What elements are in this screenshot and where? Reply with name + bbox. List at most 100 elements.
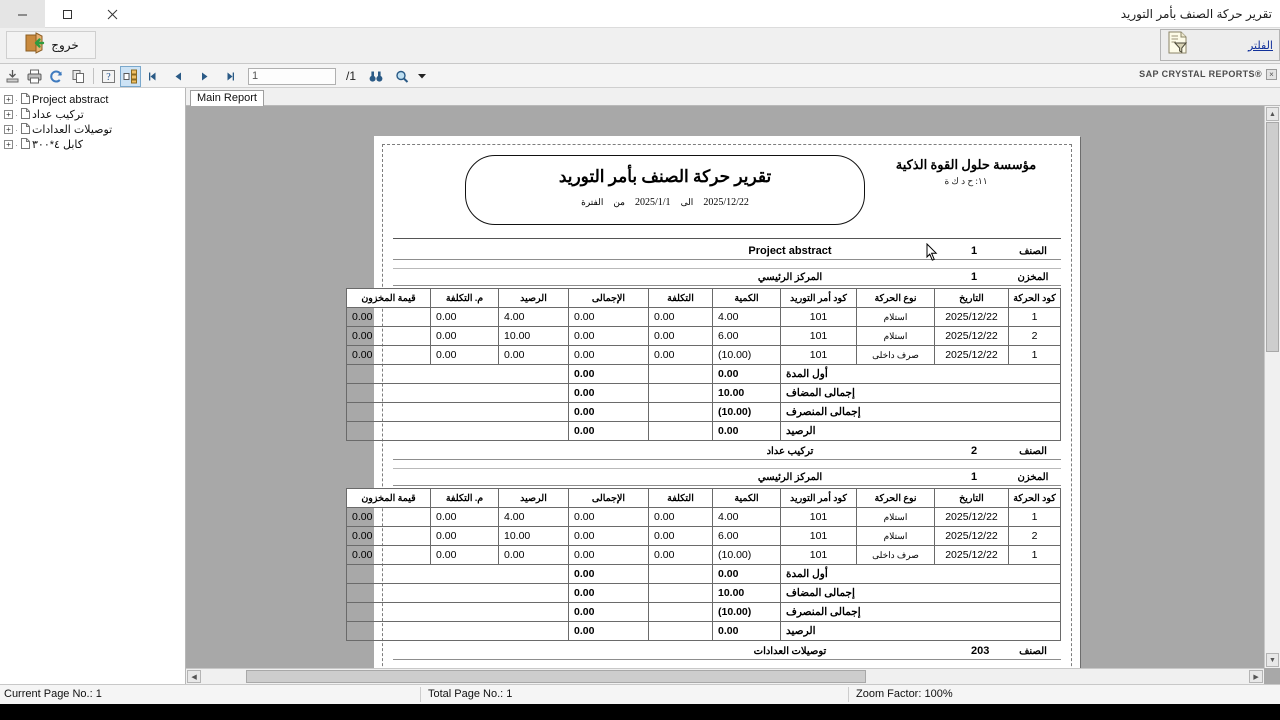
table-row: 1 2025/12/22 استلام 101 4.00 0.00 0.00 4.00 0.00… (346, 307, 1061, 327)
scroll-right-arrow-icon[interactable]: ▶ (1249, 670, 1263, 683)
table-cell: 10.00 (498, 526, 569, 546)
summary-row: الرصيد 0.00 0.00 (346, 421, 1061, 441)
column-header: الإجمالى (568, 288, 649, 308)
table-cell: 2025/12/22 (934, 526, 1009, 546)
tree-connector: · (15, 124, 18, 135)
horizontal-scroll-thumb[interactable] (246, 670, 866, 683)
vertical-scroll-thumb[interactable] (1266, 122, 1279, 352)
group-name: المركز الرئيسي (757, 471, 823, 483)
table-cell: 101 (780, 507, 857, 527)
table-cell: 0.00 (648, 326, 713, 346)
vertical-scrollbar[interactable]: ▲ ▼ (1264, 106, 1280, 668)
group-label: الصنف (1019, 445, 1047, 457)
column-header: كود أمر التوريد (780, 288, 857, 308)
scroll-down-arrow-icon[interactable]: ▼ (1266, 653, 1279, 667)
group-header-row (393, 460, 1061, 469)
next-page-icon[interactable] (192, 66, 216, 86)
summary-value: 0.00 (568, 602, 649, 622)
binoculars-find-icon[interactable] (364, 66, 388, 86)
tree-expander-icon[interactable]: + (4, 140, 13, 149)
zoom-magnifier-icon[interactable] (390, 66, 414, 86)
summary-row: إجمالى المنصرف (10.00) 0.00 (346, 402, 1061, 422)
table-cell: 1 (1008, 545, 1061, 565)
brand-close-icon[interactable]: × (1266, 69, 1277, 80)
table-cell: (10.00) (712, 545, 781, 565)
summary-row: إجمالى المضاف 10.00 0.00 (346, 583, 1061, 603)
scroll-left-arrow-icon[interactable]: ◀ (187, 670, 201, 683)
summary-blank-cell (648, 621, 713, 641)
filter-button-label: الفلتر (1247, 39, 1273, 52)
summary-label: إجمالى المنصرف (780, 402, 1061, 422)
table-row: 1 2025/12/22 صرف داخلى 101 (10.00) 0.00 0.00 0.… (346, 545, 1061, 565)
table-cell: 0.00 (430, 526, 499, 546)
report-viewer-area: Main Report مؤسسة حلول القوة الذكية ١١: … (186, 88, 1280, 684)
previous-page-icon[interactable] (166, 66, 190, 86)
maximize-button[interactable] (45, 0, 90, 28)
export-icon[interactable] (2, 66, 23, 87)
table-cell: 0.00 (346, 307, 431, 327)
summary-blank-cell (648, 602, 713, 622)
summary-blank-cell (346, 364, 569, 384)
chevron-down-icon[interactable] (416, 66, 428, 86)
page-margin-guide: مؤسسة حلول القوة الذكية ١١: ح د ك ة تقري… (346, 144, 1072, 684)
tree-item[interactable]: + · كابل ٤*٣٠٠ (2, 137, 185, 152)
tab-main-report[interactable]: Main Report (190, 90, 264, 106)
report-tabstrip: Main Report (186, 88, 1280, 106)
close-button[interactable] (90, 0, 135, 28)
window-controls (0, 0, 135, 28)
tree-expander-icon[interactable]: + (4, 125, 13, 134)
column-header: قيمة المخزون (346, 488, 431, 508)
table-cell: 0.00 (430, 345, 499, 365)
table-cell: 4.00 (498, 507, 569, 527)
group-header-row: الصنف 2 تركيب عداد (393, 443, 1061, 460)
refresh-icon[interactable] (46, 66, 67, 87)
tree-expander-icon[interactable]: + (4, 95, 13, 104)
column-header: الكمية (712, 288, 781, 308)
svg-text:?: ? (106, 72, 111, 83)
tree-item[interactable]: + · تركيب عداد (2, 107, 185, 122)
filter-button[interactable]: الفلتر (1160, 29, 1280, 61)
summary-blank-cell (648, 583, 713, 603)
filter-document-icon (1167, 31, 1189, 60)
horizontal-scrollbar[interactable]: ◀ ▶ (186, 668, 1264, 684)
summary-label: أول المدة (780, 564, 1061, 584)
print-icon[interactable] (24, 66, 45, 87)
tree-expander-icon[interactable]: + (4, 110, 13, 119)
table-cell: 0.00 (648, 307, 713, 327)
table-row: 2 2025/12/22 استلام 101 6.00 0.00 0.00 10.00 0.0… (346, 526, 1061, 546)
period-label: الفترة (581, 197, 604, 207)
last-page-icon[interactable] (218, 66, 242, 86)
first-page-icon[interactable] (140, 66, 164, 86)
exit-button[interactable]: خروج (6, 31, 96, 59)
table-cell: استلام (856, 307, 935, 327)
sap-crystal-reports-brand: SAP CRYSTAL REPORTS® (1139, 69, 1262, 79)
group-code: 1 (971, 271, 978, 283)
summary-value: 0.00 (568, 583, 649, 603)
group-name: توصيلات العدادات (753, 645, 827, 657)
page-number-input[interactable]: 1 (248, 67, 336, 85)
summary-row: أول المدة 0.00 0.00 (346, 564, 1061, 584)
copy-icon[interactable] (68, 66, 89, 87)
group-header-row: الصنف 1 Project abstract (393, 243, 1061, 260)
table-cell: 0.00 (568, 345, 649, 365)
scroll-up-arrow-icon[interactable]: ▲ (1266, 107, 1279, 121)
table-cell: استلام (856, 326, 935, 346)
tree-item[interactable]: + · توصيلات العدادات (2, 122, 185, 137)
table-cell: استلام (856, 507, 935, 527)
table-cell: 0.00 (568, 507, 649, 527)
tree-item-label: تركيب عداد (32, 109, 84, 121)
help-icon[interactable]: ? (98, 66, 119, 87)
minimize-button[interactable] (0, 0, 45, 28)
tree-item[interactable]: + · Project abstract (2, 92, 185, 107)
column-header: كود الحركة (1008, 288, 1061, 308)
summary-quantity: 0.00 (712, 564, 781, 584)
table-row: 1 2025/12/22 استلام 101 4.00 0.00 0.00 4.00 0.00… (346, 507, 1061, 527)
toggle-group-tree-icon[interactable] (120, 65, 141, 87)
column-header: الرصيد (498, 288, 569, 308)
table-cell: 0.00 (498, 545, 569, 565)
table-row: 2 2025/12/22 استلام 101 6.00 0.00 0.00 10.00 0.0… (346, 326, 1061, 346)
table-cell: 0.00 (648, 526, 713, 546)
crystal-reports-toolbar: ? (0, 64, 1280, 88)
group-label: المخزن (1017, 471, 1049, 483)
summary-blank-cell (648, 402, 713, 422)
